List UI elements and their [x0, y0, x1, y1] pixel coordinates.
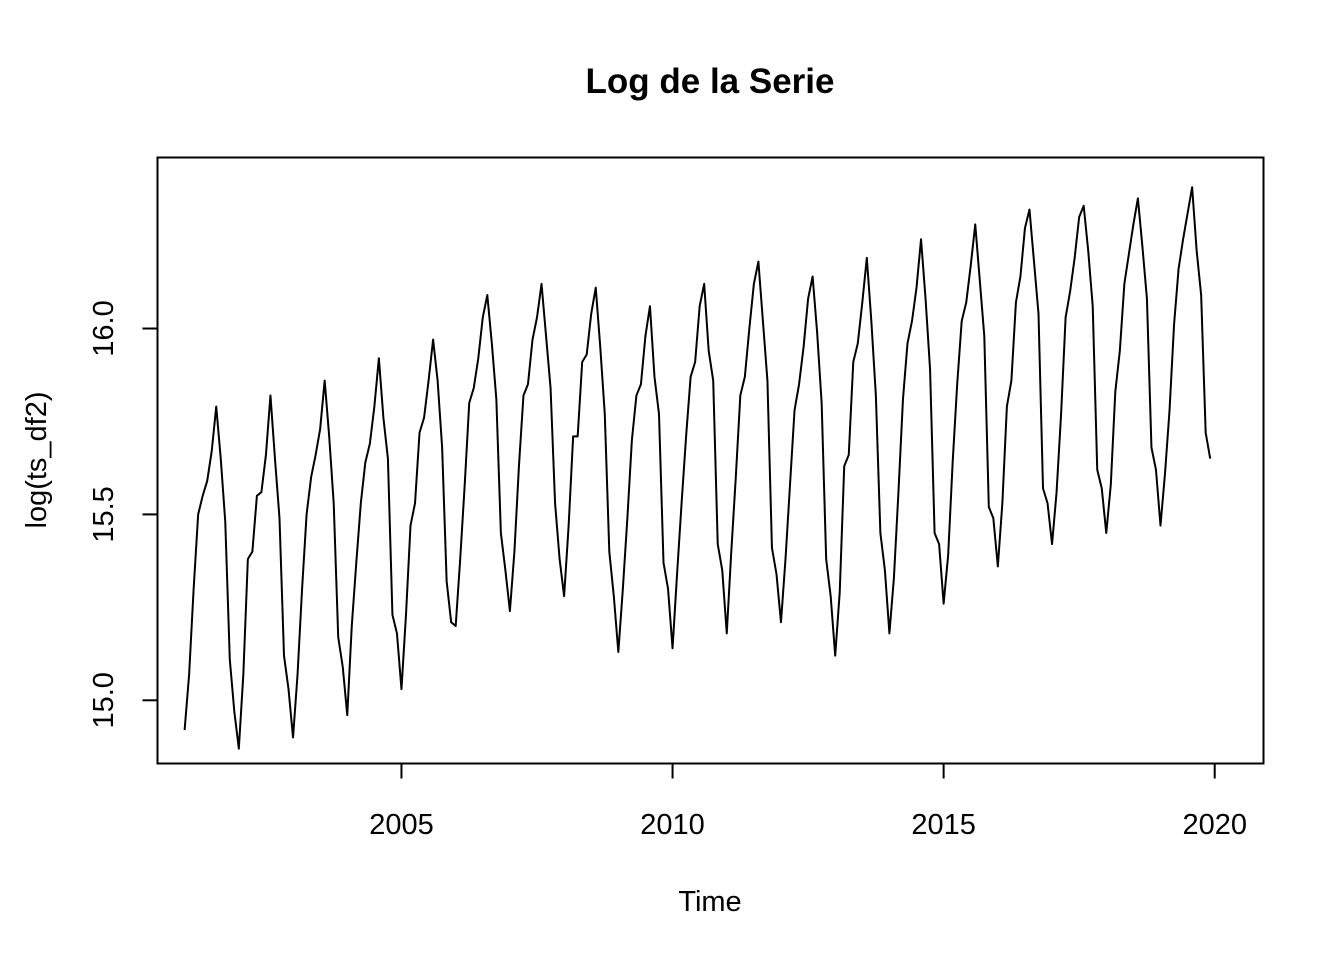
- x-axis-label: Time: [678, 886, 741, 918]
- series-line: [183, 186, 1212, 750]
- x-axis: 2005 2010 2015 2020: [369, 762, 1247, 841]
- chart-title: Log de la Serie: [586, 62, 835, 101]
- y-tick-label: 16.0: [88, 300, 120, 356]
- y-tick-label: 15.5: [88, 486, 120, 542]
- y-axis-label: log(ts_df2): [21, 391, 53, 528]
- x-tick-label: 2005: [369, 809, 434, 841]
- y-tick-label: 15.0: [88, 672, 120, 728]
- x-tick-label: 2020: [1182, 809, 1247, 841]
- x-tick-label: 2015: [911, 809, 976, 841]
- x-tick-label: 2010: [640, 809, 705, 841]
- series-layer: [183, 186, 1212, 750]
- y-axis: 15.0 15.5 16.0: [88, 300, 159, 729]
